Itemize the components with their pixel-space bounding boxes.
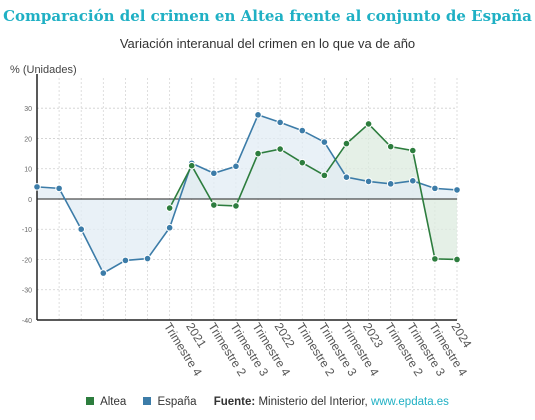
data-point-altea: [298, 158, 307, 167]
legend-label-altea: Altea: [100, 396, 127, 408]
y-tick-label: 30: [24, 106, 32, 113]
point-layer: [33, 111, 461, 277]
data-point-espana: [254, 111, 262, 119]
data-point-espana: [408, 177, 417, 185]
data-point-espana: [431, 184, 439, 193]
data-point-espana: [276, 118, 284, 127]
data-point-altea: [408, 146, 417, 155]
data-point-espana: [386, 180, 395, 188]
legend-item-altea[interactable]: Altea: [86, 396, 126, 408]
source-text: Ministerio del Interior,: [258, 396, 368, 408]
data-point-espana: [342, 173, 351, 181]
data-point-espana: [232, 162, 240, 171]
data-point-altea: [165, 204, 174, 212]
y-tick-label: -20: [22, 257, 32, 264]
data-point-altea: [187, 161, 196, 170]
data-point-altea: [276, 145, 284, 153]
data-point-altea: [320, 171, 329, 180]
data-point-espana: [364, 177, 373, 186]
y-tick-label: 10: [24, 167, 32, 174]
data-point-espana: [165, 223, 174, 232]
legend-swatch-altea: [86, 397, 95, 405]
y-tick-label: -30: [22, 288, 32, 295]
data-point-altea: [453, 255, 461, 264]
chart-subtitle: Variación interanual del crimen en lo qu…: [119, 36, 416, 51]
data-point-altea: [254, 149, 262, 158]
legend-swatch-espana: [143, 397, 152, 405]
y-axis-label: % (Unidades): [10, 64, 77, 76]
legend-label-espana: España: [157, 396, 197, 408]
data-point-altea: [232, 202, 240, 210]
legend: Altea España Fuente: Ministerio del Inte…: [0, 396, 535, 408]
source-link[interactable]: www.epdata.es: [370, 396, 449, 408]
series-area-españa: [37, 114, 457, 274]
data-point-altea: [431, 255, 439, 263]
data-point-espana: [320, 138, 329, 146]
data-point-espana: [121, 256, 130, 265]
axis-layer: [36, 74, 457, 321]
y-tick-label: 0: [28, 197, 32, 204]
source-label: Fuente:: [213, 396, 256, 408]
legend-item-espana[interactable]: España: [143, 396, 197, 408]
data-point-espana: [33, 183, 41, 191]
data-point-altea: [364, 120, 373, 128]
data-point-espana: [99, 269, 108, 277]
data-point-espana: [143, 254, 152, 263]
y-tick-label: -40: [22, 318, 32, 325]
y-tick-label: 20: [24, 136, 32, 143]
data-point-altea: [210, 201, 218, 209]
y-tick-label: -10: [22, 227, 32, 234]
data-point-espana: [453, 186, 461, 194]
data-point-espana: [298, 126, 307, 135]
area-layer: [37, 114, 457, 274]
data-point-espana: [55, 184, 63, 193]
source-note: Fuente: Ministerio del Interior, www.epd…: [214, 396, 449, 408]
data-point-espana: [77, 225, 86, 234]
chart-title: Comparación del crimen en Altea frente a…: [3, 7, 532, 25]
data-point-altea: [342, 139, 351, 148]
data-point-altea: [386, 142, 395, 151]
data-point-espana: [210, 169, 218, 178]
